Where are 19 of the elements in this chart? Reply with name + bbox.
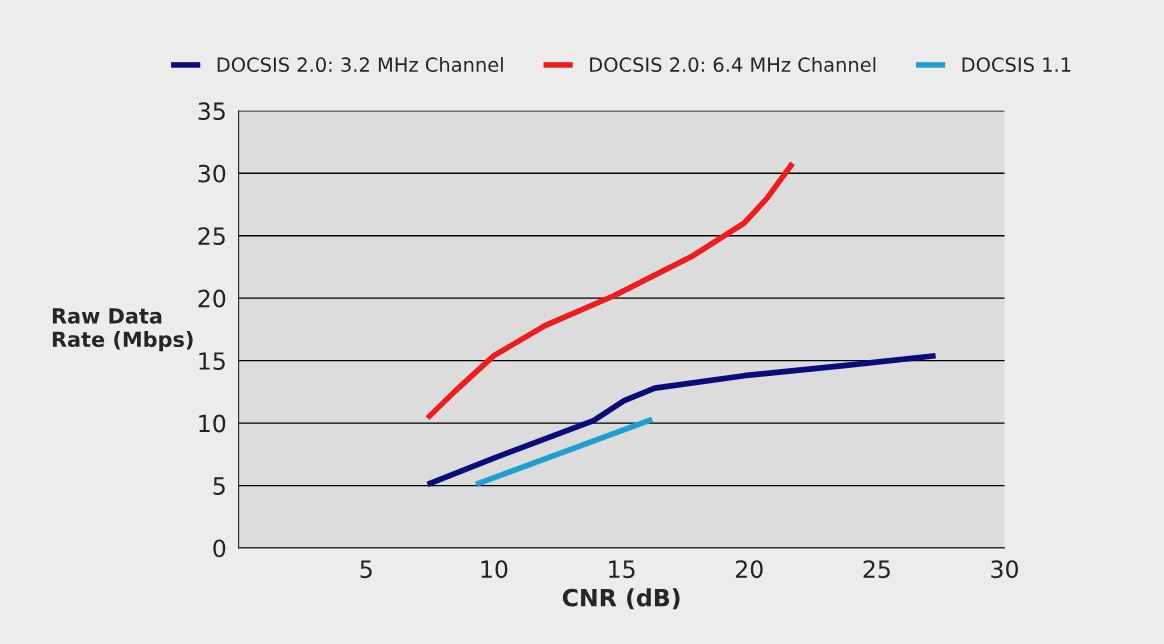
y-axis-title: Raw Data Rate (Mbps) <box>52 308 193 352</box>
y-tick-label: 15 <box>199 352 225 370</box>
x-tick-label: 25 <box>863 560 890 579</box>
x-tick-label: 20 <box>735 560 763 579</box>
y-tick-label: 10 <box>199 414 226 433</box>
x-axis-title: CNR (dB) <box>562 588 680 610</box>
x-tick-label: 5 <box>360 560 372 579</box>
legend-label: DOCSIS 2.0: 6.4 MHz Channel <box>590 56 876 73</box>
legend-label: DOCSIS 2.0: 3.2 MHz Channel <box>217 56 503 73</box>
x-tick-label: 15 <box>609 560 635 579</box>
y-tick-label: 5 <box>213 477 225 495</box>
y-tick-label: 20 <box>198 289 226 308</box>
x-tick-label: 30 <box>991 560 1018 579</box>
legend-label: DOCSIS 1.1 <box>962 57 1071 73</box>
y-tick-label: 30 <box>198 164 226 183</box>
y-tick-label: 35 <box>198 102 225 121</box>
y-tick-label: 25 <box>198 227 225 246</box>
y-tick-label: 0 <box>213 539 226 558</box>
x-tick-label: 10 <box>481 560 508 579</box>
